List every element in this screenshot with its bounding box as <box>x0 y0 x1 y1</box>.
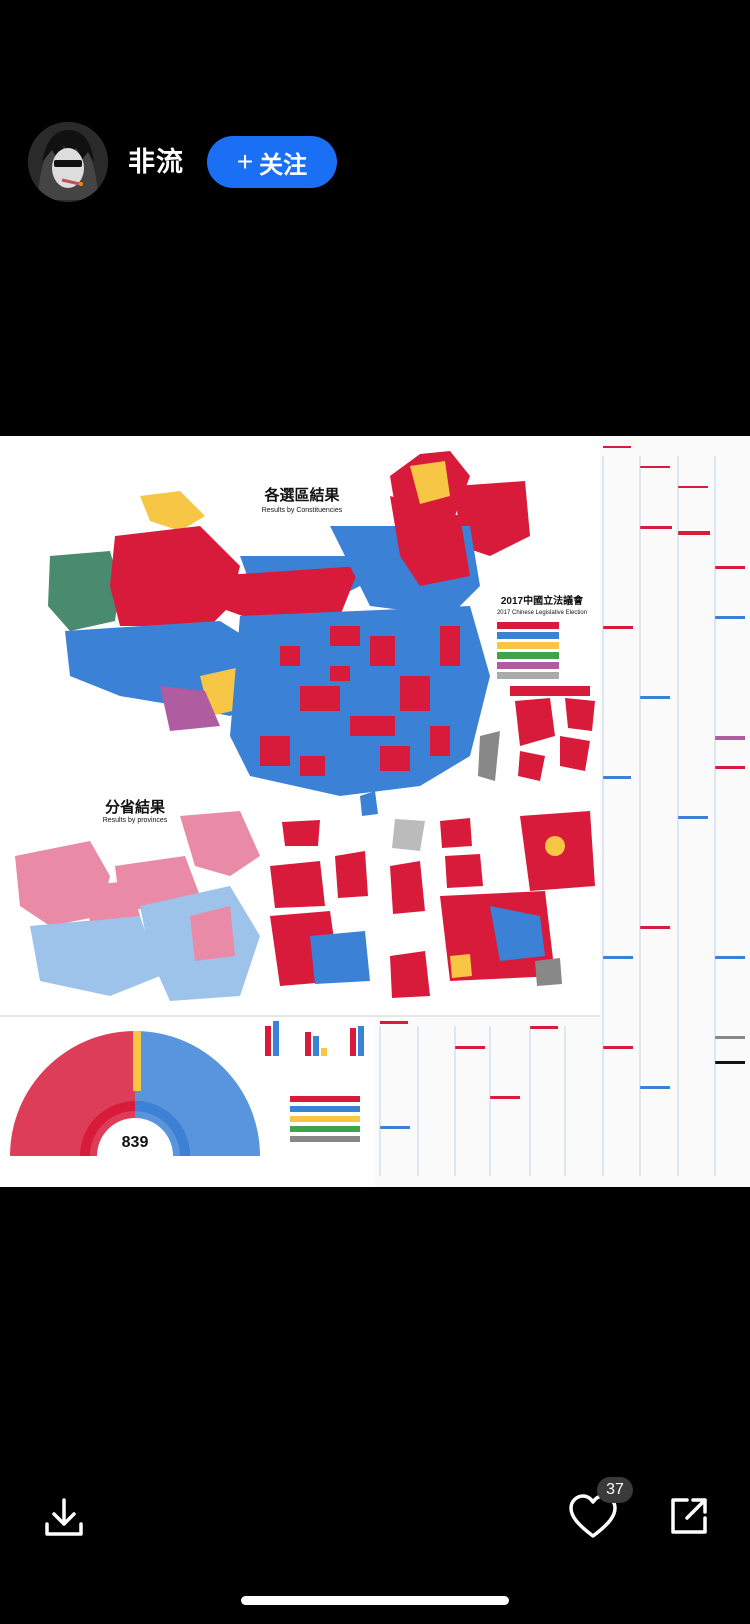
share-icon[interactable] <box>667 1494 711 1538</box>
author-avatar[interactable] <box>28 122 108 202</box>
like-count-badge: 37 <box>597 1477 633 1503</box>
legend-subtitle: 2017 Chinese Legislative Election <box>497 610 587 616</box>
provinces-subtitle: Results by provinces <box>103 817 168 824</box>
constituency-map <box>48 451 530 816</box>
plus-icon: + <box>236 146 254 177</box>
constituency-subtitle: Results by Constituencies <box>262 507 343 514</box>
download-icon[interactable] <box>42 1494 86 1538</box>
avatar-image <box>28 122 108 202</box>
heart-icon[interactable] <box>567 1492 619 1542</box>
parliament-chart <box>10 1031 260 1187</box>
legend-box: 2017中國立法議會 2017 Chinese Legislative Elec… <box>497 594 590 696</box>
mini-bar-charts <box>265 1021 364 1142</box>
action-bar <box>0 1470 750 1550</box>
author-name[interactable]: 非流 <box>128 147 184 177</box>
legend-title: 2017中國立法議會 <box>501 594 584 607</box>
constituency-title: 各選區結果 <box>263 486 340 504</box>
home-indicator[interactable] <box>241 1596 509 1605</box>
post-header: 非流 + 关注 <box>0 0 750 330</box>
province-map <box>15 811 260 1001</box>
post-image[interactable]: 各選區結果 Results by Constituencies 2017中國立法… <box>0 436 750 1187</box>
follow-label: 关注 <box>259 151 308 179</box>
seat-total: 839 <box>122 1134 149 1151</box>
city-insets <box>270 698 595 998</box>
election-map-image: 各選區結果 Results by Constituencies 2017中國立法… <box>0 436 750 1187</box>
results-list <box>375 436 750 1187</box>
follow-button[interactable]: + 关注 <box>207 136 337 188</box>
provinces-title: 分省結果 <box>105 798 166 816</box>
